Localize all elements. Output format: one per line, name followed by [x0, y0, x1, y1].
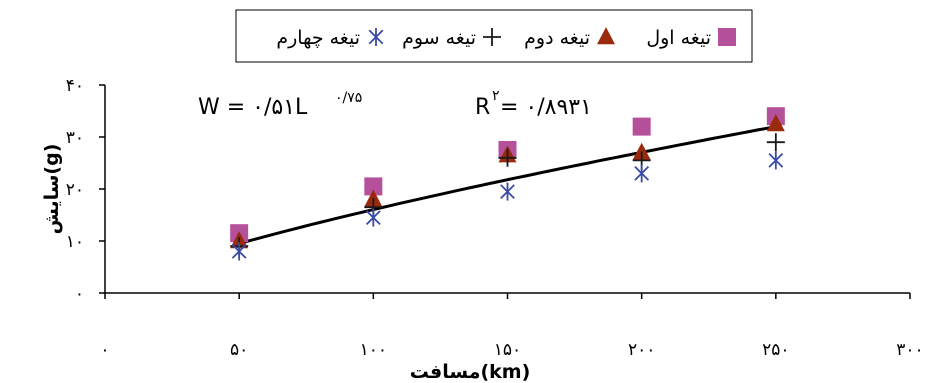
legend-marker-s4: [368, 28, 384, 46]
data-point-s2: [766, 114, 785, 132]
x-axis-title: مسافت(km): [410, 361, 531, 383]
legend-label-s2: تیغه دوم: [524, 27, 590, 49]
y-tick-label: ۱۰: [66, 232, 84, 252]
legend-label-s3: تیغه سوم: [402, 27, 476, 49]
data-point-s1: [364, 177, 383, 196]
x-tick-label: ۰: [100, 340, 109, 360]
r2-label: R: [475, 95, 490, 120]
y-tick-label: ۰: [75, 284, 84, 304]
data-point-s3: [498, 148, 517, 167]
equation-exponent: ۰/۷۵: [335, 90, 362, 106]
legend-label-s1: تیغه اول: [646, 27, 711, 49]
legend-marker-s2: [597, 27, 615, 45]
equation-text: W = ۰/۵۱L: [198, 95, 308, 120]
x-tick-label: ۱۵۰: [494, 340, 521, 360]
y-axis-title: سایش(g): [41, 144, 63, 235]
plot-area: ۰ ۵۰ ۱۰۰ ۱۵۰ ۲۰۰ ۲۵۰ ۳۰۰ ۰ ۱۰ ۲۰ ۳۰ ۴۰: [66, 76, 924, 360]
data-point-s4: [500, 182, 515, 201]
x-tick-label: ۱۰۰: [360, 340, 387, 360]
x-tick-label: ۲۵۰: [762, 340, 789, 360]
trendline: [238, 125, 777, 246]
data-point-s3: [766, 133, 785, 152]
legend-marker-s1: [718, 28, 736, 46]
data-point-s2: [364, 189, 383, 207]
data-point-s4: [634, 164, 650, 183]
legend: تیغه اول تیغه دوم تیغه سوم تیغه چهارم: [235, 9, 753, 63]
y-tick-label: ۳۰: [66, 128, 84, 148]
legend-marker-s3: [483, 28, 501, 46]
trend-equation: W = ۰/۵۱L ۰/۷۵ R ۲ = ۰/۸۹۳۱: [198, 88, 592, 120]
data-point-s2: [632, 142, 651, 160]
x-tick-label: ۳۰۰: [896, 340, 923, 360]
data-point-s1: [632, 117, 651, 136]
y-tick-label: ۲۰: [66, 180, 84, 200]
data-point-s4: [231, 242, 247, 261]
data-point-s4: [365, 208, 381, 227]
y-tick-label: ۴۰: [66, 76, 84, 96]
legend-label-s4: تیغه چهارم: [276, 27, 360, 49]
data-point-s4: [768, 151, 784, 170]
r2-superscript: ۲: [492, 88, 500, 104]
r2-value: = ۰/۸۹۳۱: [500, 95, 592, 120]
x-tick-label: ۲۰۰: [628, 340, 655, 360]
legend-frame: [235, 9, 753, 63]
x-tick-label: ۵۰: [230, 340, 248, 360]
